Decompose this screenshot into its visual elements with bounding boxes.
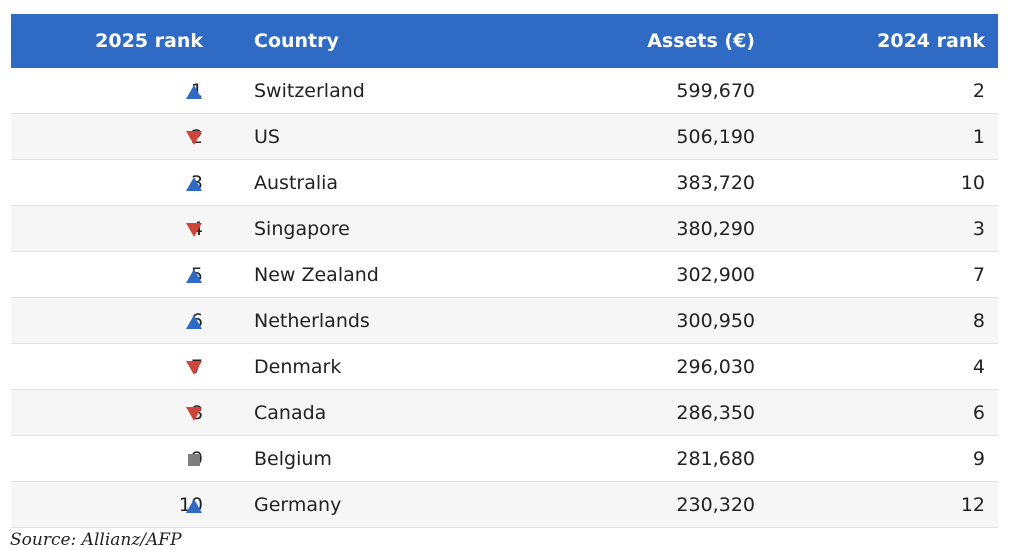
header-cell: 2025 rank — [95, 30, 203, 52]
table-cell: Denmark — [254, 356, 342, 378]
table-cell: 8 — [972, 310, 985, 332]
table-cell: 383,720 — [676, 172, 755, 194]
table-cell: Netherlands — [254, 310, 370, 332]
rank-change-shape — [186, 223, 202, 237]
table-cell: Germany — [254, 494, 342, 516]
table-cell: 599,670 — [676, 80, 755, 102]
table-cell: Belgium — [254, 448, 332, 470]
rank-change-shape — [186, 85, 202, 99]
table-cell: 12 — [960, 494, 985, 516]
rank-change-icon — [186, 499, 202, 513]
rank-change-shape — [186, 361, 202, 375]
header-cell: Country — [254, 30, 339, 52]
rank-change-icon — [186, 361, 202, 375]
table-cell: Singapore — [254, 218, 350, 240]
source-note: Source: Allianz/AFP — [10, 530, 182, 550]
header-row: 2025 rank Country Assets (€) 2024 rank — [11, 14, 998, 68]
table-cell: US — [254, 126, 280, 148]
rank-change-icon — [188, 454, 200, 466]
table-cell: 2 — [972, 80, 985, 102]
table-cell: 9 — [972, 448, 985, 470]
rank-change-icon — [186, 85, 202, 99]
rank-change-icon — [186, 131, 202, 145]
table-cell: 380,290 — [676, 218, 755, 240]
table-cell: 300,950 — [676, 310, 755, 332]
rank-change-icon — [186, 407, 202, 421]
header-cell: Assets (€) — [647, 30, 755, 52]
table-cell: 3 — [972, 218, 985, 240]
table-cell: 1 — [972, 126, 985, 148]
rank-change-icon — [186, 177, 202, 191]
table-cell: 10 — [960, 172, 985, 194]
table-cell: Australia — [254, 172, 339, 194]
table-cell: 7 — [972, 264, 985, 286]
table-cell: 286,350 — [676, 402, 755, 424]
table-cell: 506,190 — [676, 126, 755, 148]
rank-change-shape — [186, 315, 202, 329]
rank-change-shape — [186, 177, 202, 191]
table-cell: Canada — [254, 402, 327, 424]
rank-change-shape — [188, 454, 200, 466]
header-cell: 2024 rank — [877, 30, 985, 52]
table-cell: 230,320 — [676, 494, 755, 516]
table-cell: 281,680 — [676, 448, 755, 470]
table-cell: 4 — [972, 356, 985, 378]
rank-change-icon — [186, 269, 202, 283]
rank-change-icon — [186, 223, 202, 237]
ranking-table: 2025 rank Country Assets (€) 2024 rank 1 Swit… — [11, 14, 998, 528]
rank-change-shape — [186, 131, 202, 145]
rank-change-shape — [186, 499, 202, 513]
table-cell: 296,030 — [676, 356, 755, 378]
rank-change-shape — [186, 269, 202, 283]
table-cell: Switzerland — [254, 80, 365, 102]
rank-change-icon — [186, 315, 202, 329]
rank-change-shape — [186, 407, 202, 421]
table-cell: 302,900 — [676, 264, 755, 286]
table-cell: New Zealand — [254, 264, 379, 286]
table-cell: 6 — [972, 402, 985, 424]
